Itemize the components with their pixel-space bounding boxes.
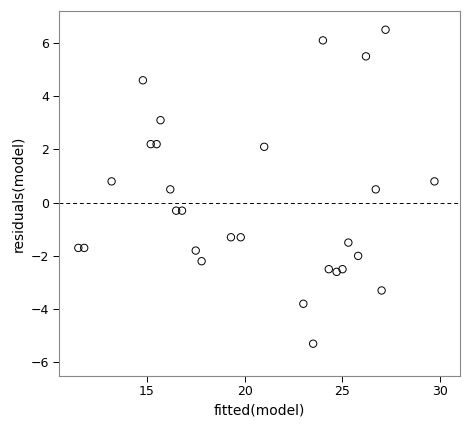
Point — [309, 340, 317, 347]
Point — [319, 37, 327, 44]
Y-axis label: residuals(model): residuals(model) — [11, 135, 25, 251]
Point — [153, 141, 160, 148]
X-axis label: fitted(model): fitted(model) — [214, 404, 305, 418]
Point — [192, 247, 200, 254]
Point — [382, 26, 390, 33]
Point — [108, 178, 115, 185]
Point — [333, 269, 341, 275]
Point — [157, 117, 164, 124]
Point — [362, 53, 370, 60]
Point — [74, 245, 82, 251]
Point — [378, 287, 385, 294]
Point — [147, 141, 154, 148]
Point — [372, 186, 380, 193]
Point — [354, 252, 362, 259]
Point — [345, 239, 352, 246]
Point — [139, 77, 146, 84]
Point — [237, 234, 244, 241]
Point — [227, 234, 235, 241]
Point — [430, 178, 438, 185]
Point — [300, 300, 307, 307]
Point — [198, 258, 205, 265]
Point — [167, 186, 174, 193]
Point — [172, 207, 180, 214]
Point — [81, 245, 88, 251]
Point — [339, 266, 346, 272]
Point — [325, 266, 333, 272]
Point — [178, 207, 186, 214]
Point — [260, 143, 268, 150]
